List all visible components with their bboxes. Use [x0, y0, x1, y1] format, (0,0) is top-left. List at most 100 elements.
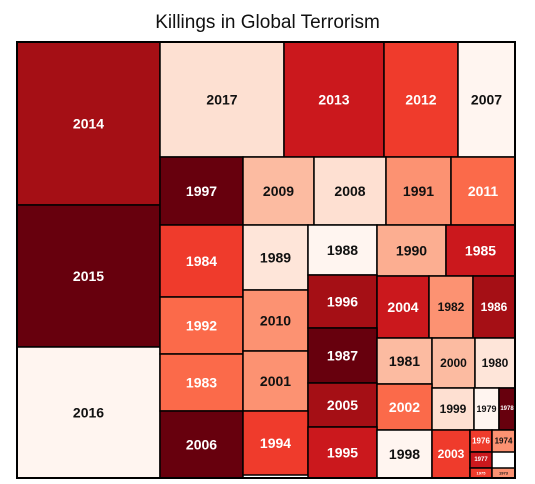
treemap-cell-1983: 1983 — [159, 353, 244, 412]
treemap-cell-label-2007: 2007 — [471, 92, 502, 108]
treemap-cell-2014: 2014 — [16, 41, 161, 206]
treemap-cell-1974: 1974 — [491, 429, 516, 453]
treemap-cell-label-2002: 2002 — [389, 399, 420, 415]
treemap-cell-label-2004: 2004 — [387, 299, 418, 315]
treemap-cell-label-2011: 2011 — [468, 183, 499, 199]
treemap-cell-2002: 2002 — [376, 383, 433, 431]
treemap-cell-label-1990: 1990 — [396, 243, 427, 259]
treemap-cell-1997: 1997 — [159, 156, 244, 226]
treemap-cell-rect-1991 — [385, 156, 452, 226]
treemap-cell-1987: 1987 — [307, 327, 378, 384]
treemap-cell-1999: 1999 — [431, 387, 475, 431]
treemap-cell-2016: 2016 — [16, 346, 161, 479]
treemap-cell-label-1976: 1976 — [472, 437, 490, 446]
treemap-cell-label-1988: 1988 — [327, 242, 358, 258]
treemap-cell-1979: 1979 — [473, 387, 500, 431]
treemap-cell-label-2006: 2006 — [186, 437, 217, 453]
treemap-cell-label-1992: 1992 — [186, 318, 217, 334]
treemap-cell-2012: 2012 — [383, 41, 459, 158]
treemap-cell-rect-2010 — [242, 289, 309, 352]
treemap-cell-2017: 2017 — [159, 41, 285, 158]
treemap-cell-label-2000: 2000 — [440, 356, 467, 370]
treemap-cell-label-1997: 1997 — [186, 183, 217, 199]
treemap-cell-1998: 1998 — [376, 429, 433, 479]
treemap-cell-2009: 2009 — [242, 156, 315, 226]
treemap-frame — [16, 41, 516, 479]
treemap-cell-rect-2000 — [431, 337, 476, 389]
treemap-cell-label-2001: 2001 — [260, 373, 291, 389]
treemap-cell-1985: 1985 — [445, 224, 516, 277]
treemap-cell-label-1991: 1991 — [403, 183, 434, 199]
treemap-cell-1973: 1973 — [491, 467, 516, 479]
treemap-cell-1991: 1991 — [385, 156, 452, 226]
treemap-cell-rect-1984 — [159, 224, 244, 298]
treemap-cell-label-2008: 2008 — [334, 183, 365, 199]
treemap-cell-2008: 2008 — [313, 156, 387, 226]
treemap-cell-label-2012: 2012 — [405, 92, 436, 108]
treemap-cell-1989: 1989 — [242, 224, 309, 291]
treemap-cell-2006: 2006 — [159, 410, 244, 479]
treemap-cell-label-2015: 2015 — [73, 268, 104, 284]
treemap-cell-2000: 2000 — [431, 337, 476, 389]
treemap-cell-label-1982: 1982 — [438, 300, 465, 314]
treemap-cell-label-1975: 1975 — [477, 471, 487, 476]
treemap-cell-label-1978: 1978 — [500, 406, 514, 412]
treemap-cell-rect-2002 — [376, 383, 433, 431]
treemap-cell-2004: 2004 — [376, 275, 430, 339]
treemap-cell-rect-1983 — [159, 353, 244, 412]
treemap-cell-label-1983: 1983 — [186, 375, 217, 391]
treemap-cell-label-1979: 1979 — [476, 404, 496, 414]
treemap-cell-label-2017: 2017 — [206, 92, 237, 108]
treemap-cell-label-1973: 1973 — [499, 471, 509, 476]
treemap-cell-label-1986: 1986 — [481, 300, 508, 314]
treemap-cell-label-2014: 2014 — [73, 116, 104, 132]
treemap-cell-rect-1980 — [474, 337, 516, 389]
treemap-cell-2001: 2001 — [242, 350, 309, 412]
treemap-cell-rect-1999 — [431, 387, 475, 431]
treemap-cell-1992: 1992 — [159, 296, 244, 355]
treemap-cell-rect-2006 — [159, 410, 244, 479]
treemap-cell-2010: 2010 — [242, 289, 309, 352]
treemap-cell-2003: 2003 — [431, 429, 471, 479]
treemap-cell-label-2016: 2016 — [73, 405, 104, 421]
treemap-cell-2005: 2005 — [307, 382, 378, 428]
treemap-cell-rect-1988 — [307, 224, 378, 276]
treemap-cell-2007: 2007 — [457, 41, 516, 158]
treemap-cell-1984: 1984 — [159, 224, 244, 298]
treemap-cell-rect-1994 — [242, 410, 309, 476]
treemap-cell-rect-1989 — [242, 224, 309, 291]
treemap-cell-label-1994: 1994 — [260, 435, 291, 451]
treemap-cell-label-2010: 2010 — [260, 313, 291, 329]
treemap-cell-1995: 1995 — [307, 426, 378, 479]
treemap-cell-rect-1998 — [376, 429, 433, 479]
treemap-cell-label-1974: 1974 — [495, 437, 513, 446]
treemap-cell-1988: 1988 — [307, 224, 378, 276]
treemap-cell-1978: 1978 — [498, 387, 516, 431]
treemap-cell-1986: 1986 — [472, 275, 516, 339]
treemap-cell-1977: 1977 — [469, 451, 493, 469]
treemap-cell-label-1984: 1984 — [186, 253, 217, 269]
treemap-cell-1982: 1982 — [428, 275, 474, 339]
treemap-cell-label-1977: 1977 — [474, 457, 488, 463]
treemap-cell-1980: 1980 — [474, 337, 516, 389]
treemap-cell-label-1995: 1995 — [327, 445, 358, 461]
treemap-cell-1981: 1981 — [376, 337, 433, 385]
treemap-cell-2013: 2013 — [283, 41, 385, 158]
treemap-cell-rect-1992 — [159, 296, 244, 355]
treemap-cell-1996: 1996 — [307, 274, 378, 329]
treemap-cell-2011: 2011 — [450, 156, 516, 226]
treemap-cell-rect-2007 — [457, 41, 516, 158]
treemap-cell-label-1987: 1987 — [327, 348, 358, 364]
treemap-cell-label-2003: 2003 — [438, 447, 465, 461]
treemap-cell-label-1998: 1998 — [389, 446, 420, 462]
treemap-cell-2015: 2015 — [16, 204, 161, 348]
treemap-cell-label-1999: 1999 — [440, 402, 467, 416]
treemap-cell-label-2005: 2005 — [327, 397, 358, 413]
treemap-cell-rect-2011 — [450, 156, 516, 226]
treemap-cell-1976: 1976 — [469, 429, 493, 453]
treemap-cell-1990: 1990 — [376, 224, 447, 277]
treemap-cell-rect-1997 — [159, 156, 244, 226]
treemap-cell-label-1985: 1985 — [465, 243, 496, 259]
treemap-cell-label-2013: 2013 — [318, 92, 349, 108]
